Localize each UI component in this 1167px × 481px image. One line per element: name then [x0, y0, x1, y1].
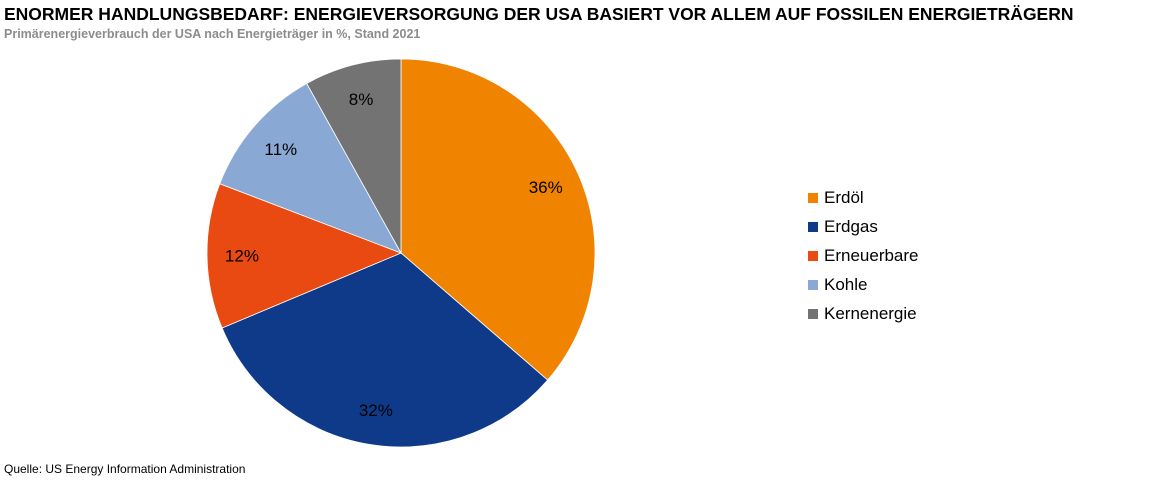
- legend-label: Erdöl: [824, 188, 864, 208]
- legend-swatch: [808, 222, 818, 233]
- chart-subtitle: Primärenergieverbrauch der USA nach Ener…: [4, 27, 421, 41]
- data-label: 32%: [359, 401, 393, 420]
- legend-swatch: [808, 279, 818, 290]
- legend: Erdöl Erdgas Erneuerbare Kohle Kernenergie: [808, 184, 919, 328]
- legend-swatch: [808, 308, 818, 319]
- legend-label: Kernenergie: [824, 303, 917, 323]
- pie-slice-erdöl: [400, 58, 596, 381]
- pie-slice-erdgas: [221, 252, 549, 448]
- legend-item: Erneuerbare: [808, 242, 919, 271]
- legend-label: Kohle: [824, 274, 868, 294]
- legend-label: Erneuerbare: [824, 245, 919, 265]
- pie-slice-erneuerbare: [206, 183, 403, 329]
- legend-item: Erdöl: [808, 184, 919, 213]
- data-label: 8%: [349, 90, 374, 109]
- data-label: 36%: [529, 178, 563, 197]
- pie-slice-kernenergie: [306, 58, 402, 255]
- data-label: 11%: [264, 140, 297, 159]
- data-label: 12%: [225, 247, 259, 266]
- chart-title: ENORMER HANDLUNGSBEDARF: ENERGIEVERSORGU…: [4, 4, 1074, 24]
- legend-swatch: [808, 193, 818, 204]
- legend-label: Erdgas: [824, 217, 878, 237]
- legend-item: Erdgas: [808, 213, 919, 242]
- source-note: Quelle: US Energy Information Administra…: [4, 462, 246, 476]
- pie-slice-kohle: [219, 82, 402, 254]
- legend-item: Kernenergie: [808, 299, 919, 328]
- legend-item: Kohle: [808, 270, 919, 299]
- legend-swatch: [808, 250, 818, 261]
